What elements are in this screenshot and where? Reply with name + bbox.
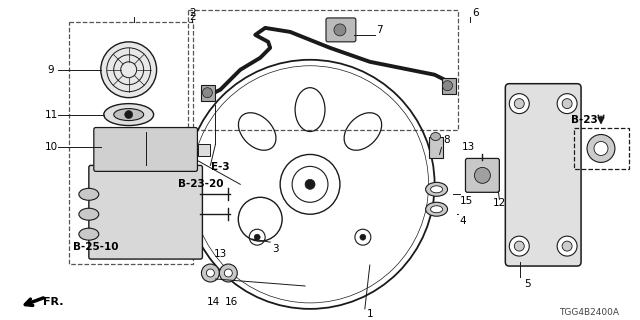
Text: 4: 4 [459,216,466,226]
Ellipse shape [79,208,99,220]
Circle shape [557,94,577,114]
FancyBboxPatch shape [326,18,356,42]
Circle shape [587,134,615,163]
Text: 6: 6 [472,8,479,18]
Text: 13: 13 [214,249,227,259]
Circle shape [207,269,214,277]
Circle shape [562,99,572,108]
Text: 2: 2 [189,8,196,18]
Circle shape [360,234,366,240]
Circle shape [334,24,346,36]
Circle shape [254,234,260,240]
Circle shape [474,167,490,183]
Bar [429,137,442,158]
Circle shape [515,241,524,251]
Circle shape [509,94,529,114]
Text: B-25-10: B-25-10 [73,242,118,252]
Bar [574,128,629,169]
Bar [198,144,211,156]
Text: B-23-20: B-23-20 [178,179,223,189]
Circle shape [557,236,577,256]
Ellipse shape [104,104,154,125]
Ellipse shape [79,228,99,240]
Circle shape [225,269,232,277]
Ellipse shape [111,140,147,155]
Text: 2: 2 [189,12,196,22]
Text: FR.: FR. [43,297,63,307]
Bar [202,85,216,100]
Text: 3: 3 [272,244,278,254]
Ellipse shape [426,182,447,196]
Text: B-23: B-23 [571,115,597,124]
Text: 10: 10 [44,142,58,152]
Circle shape [515,99,524,108]
Text: 1: 1 [367,309,373,319]
Text: 13: 13 [462,142,475,152]
FancyBboxPatch shape [89,165,202,259]
Text: 9: 9 [47,65,54,75]
Text: 16: 16 [225,297,238,307]
Ellipse shape [431,132,440,140]
Text: 11: 11 [44,109,58,120]
Circle shape [202,264,220,282]
Circle shape [100,42,157,98]
Text: 8: 8 [444,135,450,146]
FancyBboxPatch shape [94,128,198,172]
Bar [442,78,456,94]
Ellipse shape [426,202,447,216]
Bar [69,22,193,264]
Bar [188,10,458,130]
Text: TGG4B2400A: TGG4B2400A [559,308,619,317]
Ellipse shape [114,108,143,121]
Text: 5: 5 [524,279,531,289]
Ellipse shape [431,206,442,213]
Ellipse shape [431,186,442,193]
Circle shape [442,81,452,91]
Text: E-3: E-3 [211,162,230,172]
FancyBboxPatch shape [465,158,499,192]
Text: 7: 7 [376,25,383,35]
Circle shape [509,236,529,256]
FancyBboxPatch shape [506,84,581,266]
Text: 12: 12 [493,198,506,208]
Text: 15: 15 [460,196,473,206]
Ellipse shape [79,188,99,200]
Circle shape [125,111,132,119]
Circle shape [220,264,237,282]
Circle shape [562,241,572,251]
Circle shape [305,179,315,189]
Circle shape [594,141,608,156]
Circle shape [202,88,212,98]
Ellipse shape [100,134,157,160]
Text: 14: 14 [207,297,220,307]
